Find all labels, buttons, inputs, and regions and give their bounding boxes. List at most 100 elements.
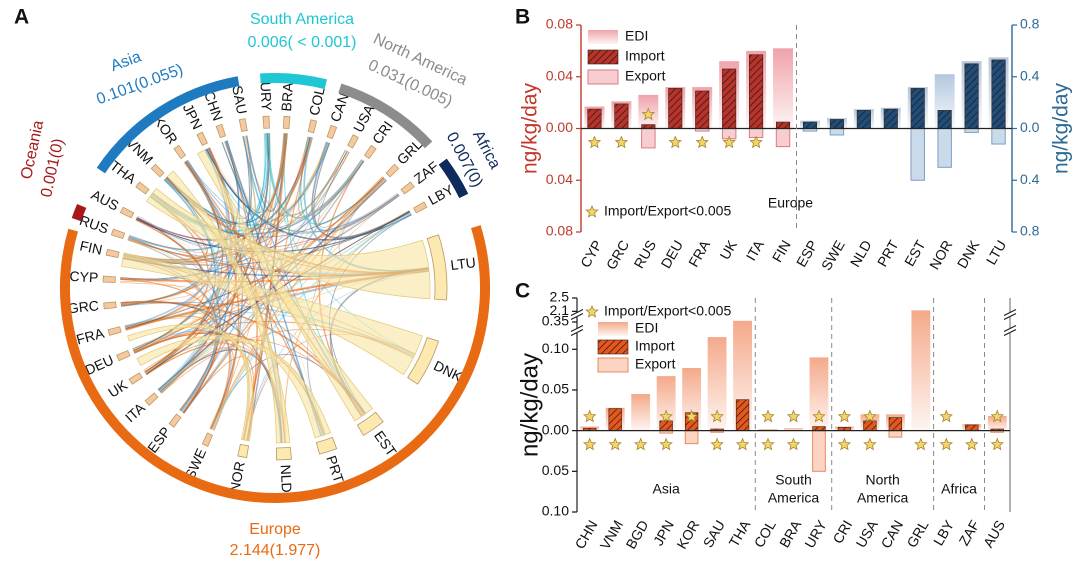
star-marker	[608, 437, 622, 451]
star-marker	[761, 437, 775, 451]
panel-label: B	[515, 6, 530, 29]
legend-label: EDI	[625, 28, 648, 44]
x-tick-label: USA	[852, 517, 881, 551]
region-arc	[60, 225, 490, 503]
import-bar	[965, 424, 979, 431]
x-tick-label: EST	[901, 237, 929, 269]
star-marker	[939, 409, 953, 423]
region-arc	[260, 73, 328, 90]
country-box	[347, 134, 359, 149]
country-box	[407, 336, 440, 385]
import-bar	[735, 399, 750, 431]
star-marker	[863, 409, 877, 423]
edi-bar	[631, 394, 651, 431]
y-tick-label: 0.35	[542, 313, 569, 329]
star-marker	[684, 409, 699, 423]
import-bar	[856, 110, 871, 129]
country-box	[356, 411, 384, 436]
country-label: LTU	[450, 254, 477, 273]
country-box	[110, 228, 126, 240]
country-box	[150, 163, 165, 178]
x-tick-label: URY	[801, 517, 830, 551]
legend-swatch	[587, 49, 619, 65]
export-bar	[888, 430, 903, 438]
x-tick-label: GRC	[603, 237, 632, 272]
x-tick-label: FIN	[769, 237, 794, 265]
country-label: SAU	[229, 84, 250, 115]
y-tick-label: 2.5	[550, 289, 570, 305]
group-label: Asia	[653, 481, 680, 497]
country-label: LBY	[425, 181, 456, 208]
import-bar	[812, 426, 826, 431]
import-bar	[910, 88, 925, 129]
import-bar	[695, 90, 710, 129]
y-axis-title: ng/kg/day	[516, 353, 543, 457]
star-marker	[761, 409, 775, 423]
x-tick-label: FRA	[685, 237, 713, 270]
export-bar	[910, 128, 925, 181]
star-marker	[837, 437, 852, 451]
star-marker	[641, 107, 656, 121]
country-label: JPN	[180, 101, 206, 132]
country-box	[400, 181, 415, 195]
country-label: BRA	[278, 81, 296, 111]
star-marker	[695, 135, 709, 149]
region-value: 0.006( < 0.001)	[248, 34, 357, 51]
y2-tick-label: 0.8	[1020, 223, 1040, 239]
axis-break	[570, 328, 584, 337]
x-tick-label: SWE	[818, 237, 848, 273]
country-box	[173, 144, 187, 160]
star-marker	[659, 409, 673, 423]
y-tick-label: 0.10	[542, 503, 569, 519]
chord-ribbon	[145, 187, 431, 300]
group-label: America	[768, 490, 820, 506]
country-box	[426, 234, 448, 301]
chord-link	[186, 160, 398, 234]
axis-break	[1003, 308, 1017, 317]
export-bar	[684, 430, 699, 445]
import-bar	[614, 103, 629, 129]
country-label: COL	[306, 85, 328, 117]
chord-link	[210, 133, 287, 430]
group-label: North	[866, 472, 900, 488]
country-box	[282, 115, 291, 130]
star-marker	[582, 409, 597, 423]
country-box	[262, 115, 270, 129]
legend-swatch	[588, 30, 618, 44]
import-bar	[659, 420, 673, 431]
y2-tick-label: 0.0	[1020, 119, 1040, 135]
import-bar	[883, 108, 898, 129]
import-bar	[775, 121, 791, 129]
x-tick-label: THA	[726, 517, 754, 550]
x-tick-label: AUS	[980, 517, 1008, 550]
export-bar	[937, 128, 952, 168]
import-bar	[802, 121, 818, 129]
export-bar	[812, 430, 826, 472]
star-marker	[749, 135, 763, 149]
x-tick-label: GRL	[903, 517, 931, 550]
country-box	[116, 349, 131, 362]
edi-bar	[773, 48, 793, 129]
y-axis-title: ng/kg/day	[519, 82, 542, 174]
axis-break	[1003, 328, 1017, 337]
export-bar	[641, 128, 656, 149]
star-marker	[710, 409, 724, 423]
import-bar	[829, 119, 844, 129]
group-label: South	[775, 472, 812, 488]
star-marker	[990, 409, 1005, 423]
star-marker	[965, 437, 979, 451]
x-tick-label: PRT	[874, 237, 902, 269]
y-tick-label: 0.05	[542, 381, 569, 397]
country-box	[215, 123, 227, 139]
edi-bar	[656, 376, 676, 431]
star-marker	[659, 437, 673, 451]
star-marker	[990, 437, 1005, 451]
legend-label: Import	[625, 48, 665, 64]
import-bar	[722, 68, 737, 129]
country-label: ITA	[122, 399, 149, 425]
legend-label: EDI	[635, 320, 658, 336]
x-tick-label: VNM	[597, 517, 626, 552]
region-arc	[71, 203, 87, 222]
